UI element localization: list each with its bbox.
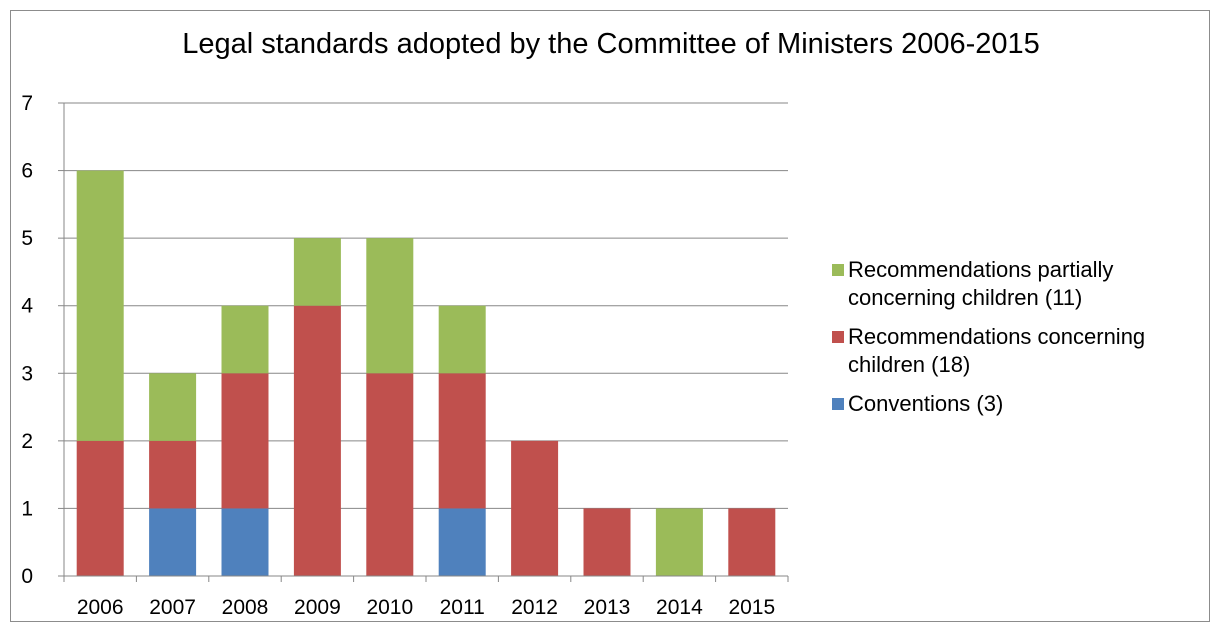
legend-label-conventions: Conventions (3) <box>848 391 1004 416</box>
legend-entry-recommendations: Recommendations concerning children (18) <box>828 323 1208 379</box>
x-tick-label: 2014 <box>656 596 703 619</box>
y-tick-label: 5 <box>21 227 33 250</box>
legend-entry-conventions: Conventions (3) <box>828 390 1208 418</box>
x-tick-label: 2013 <box>584 596 631 619</box>
bar-segment <box>366 373 414 576</box>
bar-segment <box>221 508 269 576</box>
y-tick-label: 6 <box>21 160 33 183</box>
bar-segment <box>511 440 559 576</box>
y-tick-label: 1 <box>21 497 33 520</box>
y-tick-label: 2 <box>21 430 33 453</box>
bar-segment <box>438 508 486 576</box>
bar-segment <box>293 305 341 576</box>
legend-swatch-recommendations <box>832 331 844 343</box>
bar-segment <box>149 373 197 441</box>
y-tick-label: 7 <box>21 92 33 115</box>
legend-label-partially: Recommendations partially concerning chi… <box>848 257 1114 310</box>
chart-title: Legal standards adopted by the Committee… <box>182 28 1040 60</box>
y-tick-labels: 0 1 2 3 4 5 6 7 <box>21 92 33 588</box>
x-tick-label: 2009 <box>294 596 341 619</box>
bar-segment <box>366 238 414 374</box>
y-tick-label: 4 <box>21 295 33 318</box>
legend-label-recommendations: Recommendations concerning children (18) <box>848 324 1146 377</box>
bar-segment <box>76 440 124 576</box>
bar-segment <box>583 508 631 576</box>
y-tick-label: 3 <box>21 362 33 385</box>
bar-segment <box>221 373 269 509</box>
x-tick-label: 2008 <box>222 596 269 619</box>
x-tick-label: 2010 <box>366 596 413 619</box>
bar-segment <box>149 508 197 576</box>
bar-segment <box>655 508 703 576</box>
bar-segment <box>728 508 776 576</box>
bar-segment <box>221 305 269 374</box>
bar-segment <box>438 305 486 374</box>
legend-swatch-conventions <box>832 398 844 410</box>
bar-segment <box>438 373 486 509</box>
x-tick-label: 2006 <box>77 596 124 619</box>
legend: Recommendations partially concerning chi… <box>828 256 1208 429</box>
bar-segment <box>149 440 197 509</box>
x-tick-label: 2011 <box>440 596 485 619</box>
legend-swatch-partially <box>832 264 844 276</box>
bar-segment <box>293 238 341 306</box>
x-tick-labels: 2006 2007 2008 2009 2010 2011 2012 2013 2014 2015 <box>77 596 775 619</box>
x-tick-label: 2007 <box>149 596 196 619</box>
x-tick-label: 2015 <box>728 596 775 619</box>
x-tick-label: 2012 <box>511 596 558 619</box>
y-tick-label: 0 <box>21 565 33 588</box>
bars <box>76 170 776 576</box>
bar-segment <box>76 170 124 441</box>
axes <box>58 102 789 582</box>
legend-entry-partially: Recommendations partially concerning chi… <box>828 256 1208 312</box>
